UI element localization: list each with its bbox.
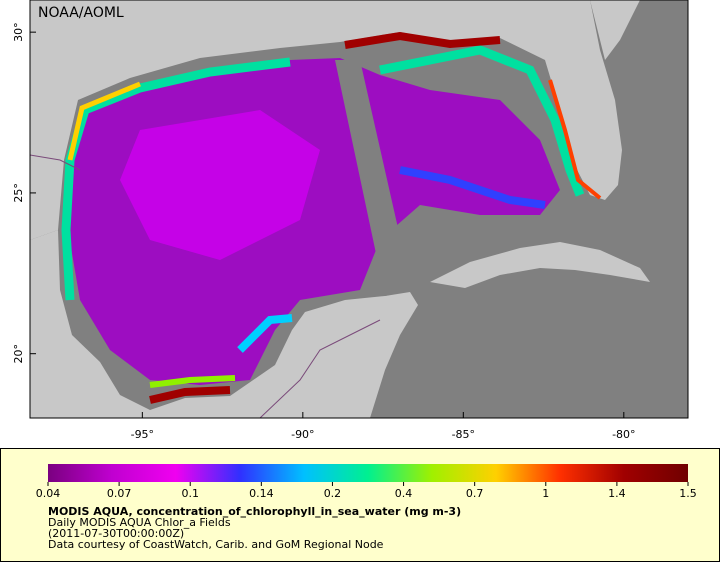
chl-coast-band [379, 45, 585, 197]
colorbar-tick-label: 0.04 [36, 487, 61, 500]
colorbar-tick-label: 1.5 [679, 487, 697, 500]
chl-coast-band [67, 81, 141, 161]
chl-coast-band [344, 31, 501, 49]
caption-line: Daily MODIS AQUA Chlor_a Fields [48, 516, 231, 529]
colorbar-tick-label: 0.1 [181, 487, 199, 500]
chl-patch [120, 110, 320, 260]
y-tick-label: 20° [12, 344, 25, 364]
caption-line: (2011-07-30T00:00:00Z) [48, 527, 184, 540]
chl-coast-band [548, 79, 602, 200]
y-tick-label: 25° [12, 183, 25, 203]
axes: -95° -90° -85° -80° 30° 25° 20° [12, 22, 636, 441]
credit: NOAA/AOML [38, 5, 124, 21]
colorbar-tick-label: 0.2 [324, 487, 342, 500]
land-mexico [30, 230, 418, 418]
border [30, 154, 81, 171]
x-tick-label: -85° [452, 428, 475, 441]
land-atlantic-coast [590, 0, 640, 60]
x-tick-label: -80° [612, 428, 635, 441]
chl-coast-band [149, 375, 236, 388]
border [259, 319, 381, 418]
chl-coast-band [237, 314, 293, 353]
colorbar-tick-label: 0.7 [466, 487, 484, 500]
colorbar-tick-label: 1.4 [608, 487, 626, 500]
colorbar-ticks: 0.04 0.07 0.1 0.14 0.2 0.4 0.7 1 1.4 1.5 [36, 482, 697, 500]
map-frame [29, 0, 689, 419]
chl-swath-gap [335, 60, 412, 296]
colorbar-tick-label: 0.07 [107, 487, 132, 500]
colorbar-tick-label: 0.14 [249, 487, 274, 500]
x-tick-label: -90° [291, 428, 314, 441]
chl-coast-band [399, 166, 546, 209]
land-us [30, 0, 622, 240]
x-tick-label: -95° [131, 428, 154, 441]
y-tick-label: 30° [12, 22, 25, 42]
caption-line: Data courtesy of CoastWatch, Carib. and … [48, 538, 384, 551]
caption-title: MODIS AQUA, concentration_of_chlorophyll… [48, 505, 461, 518]
land-cuba [430, 242, 650, 288]
map [30, 0, 688, 418]
colorbar-tick-label: 0.4 [395, 487, 413, 500]
chl-coast-band [61, 57, 291, 301]
chl-coast-band [149, 386, 231, 404]
colorbar-tick-label: 1 [542, 487, 549, 500]
colorbar [48, 464, 688, 482]
